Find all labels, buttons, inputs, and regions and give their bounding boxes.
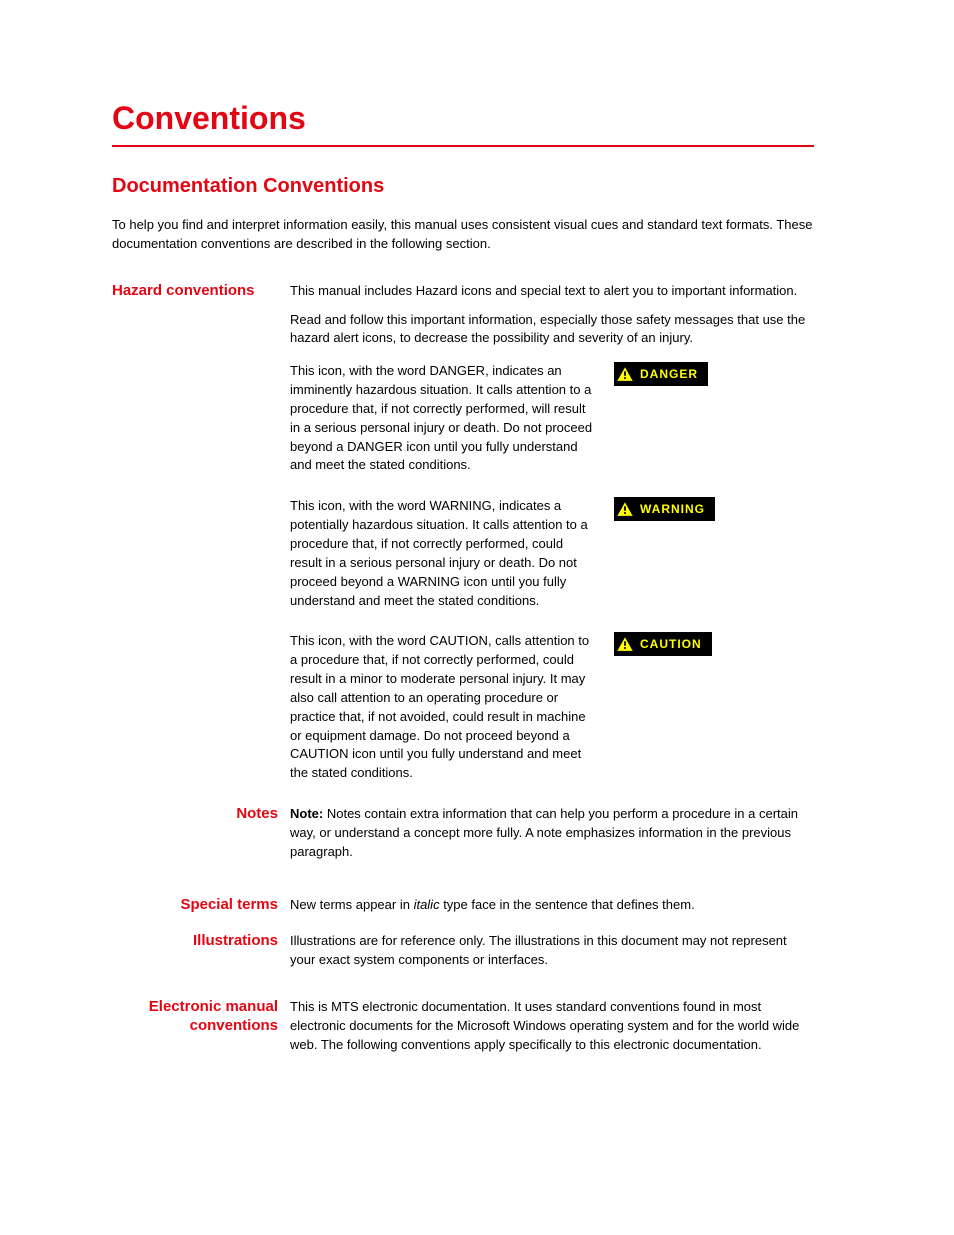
hazard-heading-row: Hazard conventions This manual includes … bbox=[112, 282, 814, 301]
caution-text: This icon, with the word CAUTION, calls … bbox=[290, 632, 614, 783]
special-terms-before: New terms appear in bbox=[290, 897, 414, 912]
danger-text: This icon, with the word DANGER, indicat… bbox=[290, 362, 614, 475]
special-terms-body: New terms appear in italic type face in … bbox=[290, 896, 814, 915]
notes-body: Note: Notes contain extra information th… bbox=[290, 805, 814, 862]
danger-badge-wrap: DANGER bbox=[614, 362, 814, 386]
caution-row: This icon, with the word CAUTION, calls … bbox=[290, 632, 814, 783]
notes-text: Notes contain extra information that can… bbox=[290, 806, 798, 859]
caution-badge: CAUTION bbox=[614, 632, 712, 656]
danger-row: This icon, with the word DANGER, indicat… bbox=[290, 362, 814, 475]
special-terms-heading: Special terms bbox=[112, 896, 290, 913]
notes-prefix: Note: bbox=[290, 806, 327, 821]
electronic-row: Electronic manual conventions This is MT… bbox=[112, 998, 814, 1055]
spacer bbox=[112, 980, 814, 998]
page-title: Conventions bbox=[112, 100, 814, 137]
hazard-para2: Read and follow this important informati… bbox=[290, 311, 814, 349]
alert-triangle-icon bbox=[616, 636, 634, 652]
notes-row: Notes Note: Notes contain extra informat… bbox=[112, 805, 814, 862]
special-terms-row: Special terms New terms appear in italic… bbox=[112, 896, 814, 915]
caution-badge-wrap: CAUTION bbox=[614, 632, 814, 656]
danger-badge-label: DANGER bbox=[640, 367, 698, 381]
hazard-heading: Hazard conventions bbox=[112, 282, 290, 299]
electronic-heading: Electronic manual conventions bbox=[112, 998, 290, 1036]
intro-paragraph: To help you find and interpret informati… bbox=[112, 216, 814, 254]
warning-badge: WARNING bbox=[614, 497, 715, 521]
title-rule bbox=[112, 145, 814, 147]
electronic-body: This is MTS electronic documentation. It… bbox=[290, 998, 814, 1055]
illustrations-body: Illustrations are for reference only. Th… bbox=[290, 932, 814, 970]
special-terms-italic: italic bbox=[414, 897, 440, 912]
warning-badge-wrap: WARNING bbox=[614, 497, 814, 521]
warning-badge-label: WARNING bbox=[640, 502, 705, 516]
illustrations-heading: Illustrations bbox=[112, 932, 290, 949]
hazard-lead: This manual includes Hazard icons and sp… bbox=[290, 282, 814, 301]
illustrations-row: Illustrations Illustrations are for refe… bbox=[112, 932, 814, 970]
alert-triangle-icon bbox=[616, 501, 634, 517]
alert-triangle-icon bbox=[616, 366, 634, 382]
special-terms-after: type face in the sentence that defines t… bbox=[440, 897, 695, 912]
spacer bbox=[112, 924, 814, 932]
notes-heading: Notes bbox=[112, 805, 290, 822]
section-title: Documentation Conventions bbox=[112, 175, 814, 198]
spacer bbox=[112, 872, 814, 896]
warning-text: This icon, with the word WARNING, indica… bbox=[290, 497, 614, 610]
warning-row: This icon, with the word WARNING, indica… bbox=[290, 497, 814, 610]
danger-badge: DANGER bbox=[614, 362, 708, 386]
caution-badge-label: CAUTION bbox=[640, 637, 702, 651]
